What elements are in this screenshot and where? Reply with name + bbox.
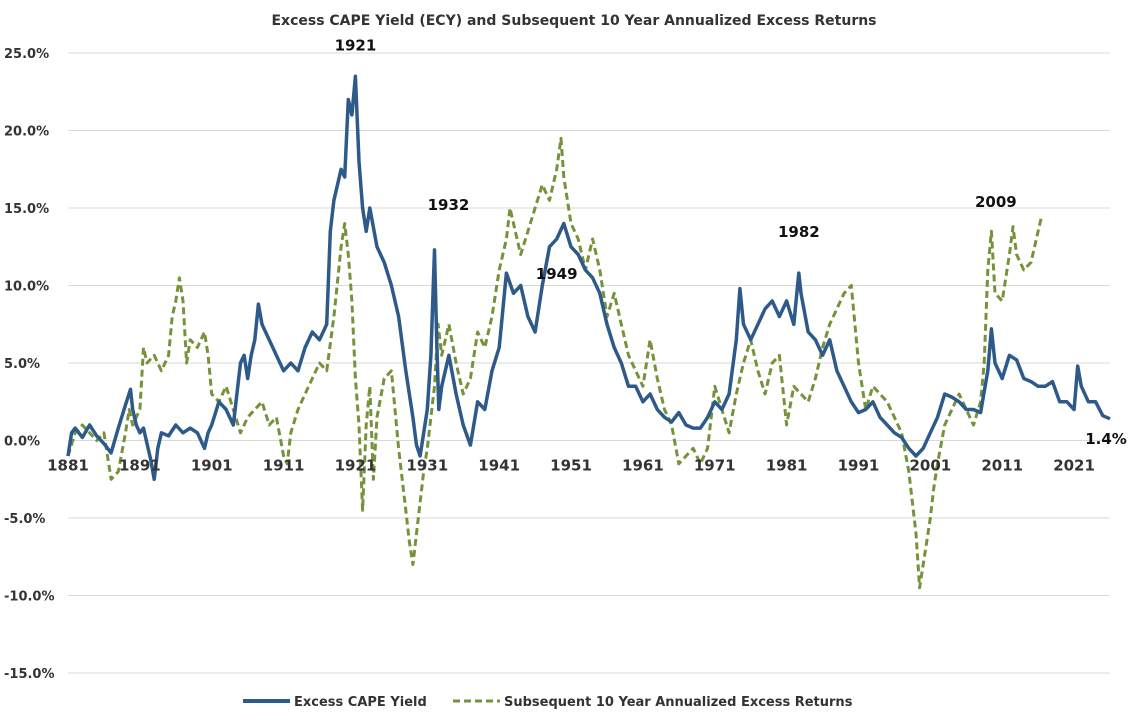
x-tick-label: 1921 <box>335 457 377 475</box>
x-tick-label: 1941 <box>478 457 520 475</box>
x-tick-label: 2001 <box>909 457 951 475</box>
y-tick-label: -15.0% <box>4 667 55 682</box>
annotations: 1921 1932 1949 1982 2009 1.4% <box>335 36 1127 448</box>
series-line-excess-returns <box>66 136 1044 590</box>
series-line-excess-cape-yield <box>66 74 1111 482</box>
y-tick-label: -10.0% <box>4 590 55 605</box>
legend-label-returns: Subsequent 10 Year Annualized Excess Ret… <box>504 695 853 710</box>
annotation-label: 1.4% <box>1085 430 1127 448</box>
annotation-label: 1949 <box>536 265 578 283</box>
gridlines <box>68 52 1110 674</box>
series-lines <box>66 74 1111 590</box>
legend-label-ecy: Excess CAPE Yield <box>294 695 427 710</box>
y-tick-label: 10.0% <box>4 280 49 295</box>
legend: Excess CAPE Yield Subsequent 10 Year Ann… <box>243 695 853 710</box>
y-tick-label: 15.0% <box>4 202 49 217</box>
x-tick-label: 1951 <box>550 457 592 475</box>
x-tick-label: 1911 <box>263 457 305 475</box>
chart-title: Excess CAPE Yield (ECY) and Subsequent 1… <box>271 13 876 29</box>
annotation-label: 1932 <box>428 196 470 214</box>
x-tick-label: 1891 <box>119 457 161 475</box>
x-tick-label: 1931 <box>406 457 448 475</box>
x-tick-label: 1901 <box>191 457 233 475</box>
x-tick-label: 1991 <box>838 457 880 475</box>
x-tick-label: 2011 <box>981 457 1023 475</box>
y-axis-ticks: 25.0% 20.0% 15.0% 10.0% 5.0% 0.0% -5.0% -10.0% -… <box>4 47 55 682</box>
x-tick-label: 1971 <box>694 457 736 475</box>
y-tick-label: 0.0% <box>4 435 40 450</box>
y-tick-label: 25.0% <box>4 47 49 62</box>
x-axis-ticks: 1881 1891 1901 1911 1921 1931 1941 1951 1961 1971… <box>47 457 1095 475</box>
x-tick-label: 1981 <box>766 457 808 475</box>
x-tick-label: 2021 <box>1053 457 1095 475</box>
x-tick-label: 1881 <box>47 457 89 475</box>
y-tick-label: 20.0% <box>4 125 49 140</box>
annotation-label: 2009 <box>975 193 1017 211</box>
annotation-label: 1921 <box>335 36 377 54</box>
annotation-label: 1982 <box>778 223 820 241</box>
y-tick-label: 5.0% <box>4 357 40 372</box>
x-tick-label: 1961 <box>622 457 664 475</box>
y-tick-label: -5.0% <box>4 512 45 527</box>
